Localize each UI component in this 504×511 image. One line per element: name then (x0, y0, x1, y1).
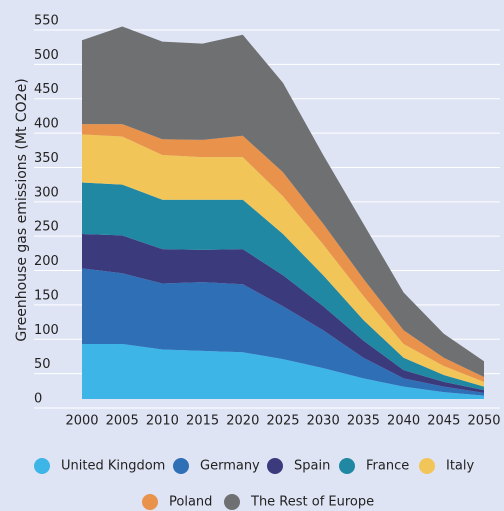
y-tick-label: 350 (34, 151, 59, 166)
x-tick-label: 2000 (65, 414, 98, 429)
y-tick-label: 450 (34, 82, 59, 97)
y-tick-label: 300 (34, 185, 59, 200)
area (82, 268, 484, 396)
area (82, 134, 484, 387)
x-tick-label: 2015 (186, 414, 219, 429)
x-tick-label: 2020 (226, 414, 259, 429)
legend-label: Spain (294, 459, 330, 474)
legend-marker (267, 458, 283, 474)
legend-label: France (366, 459, 409, 474)
y-axis-label: Greenhouse gas emissions (Mt CO2e) (14, 78, 30, 341)
area (82, 26, 484, 378)
x-tick-label: 2030 (307, 414, 340, 429)
x-tick-label: 2025 (266, 414, 299, 429)
legend-label: United Kingdom (61, 459, 165, 474)
area (82, 234, 484, 393)
legend-label: Poland (169, 495, 212, 510)
x-tick-label: 2035 (347, 414, 380, 429)
y-tick-label: 0 (34, 392, 42, 407)
legend-marker (173, 458, 189, 474)
legend-label: Italy (446, 459, 475, 474)
area (82, 124, 484, 382)
x-tick-label: 2045 (427, 414, 460, 429)
y-tick-label: 100 (34, 323, 59, 338)
legend-label: Germany (200, 459, 260, 474)
y-tick-label: 200 (34, 254, 59, 269)
legend-marker (339, 458, 355, 474)
y-tick-label: 50 (34, 357, 51, 372)
legend-marker (34, 458, 50, 474)
legend-label: The Rest of Europe (250, 495, 374, 510)
x-tick-label: 2050 (467, 414, 500, 429)
y-tick-label: 500 (34, 48, 59, 63)
area (82, 182, 484, 391)
x-tick-label: 2010 (146, 414, 179, 429)
x-tick-label: 2040 (387, 414, 420, 429)
x-tick-label: 2005 (106, 414, 139, 429)
y-tick-label: 150 (34, 288, 59, 303)
legend-marker (142, 494, 158, 510)
legend-marker (419, 458, 435, 474)
area (82, 344, 484, 399)
legend-marker (224, 494, 240, 510)
y-tick-label: 550 (34, 14, 59, 29)
y-tick-label: 250 (34, 220, 59, 235)
y-tick-label: 400 (34, 117, 59, 132)
